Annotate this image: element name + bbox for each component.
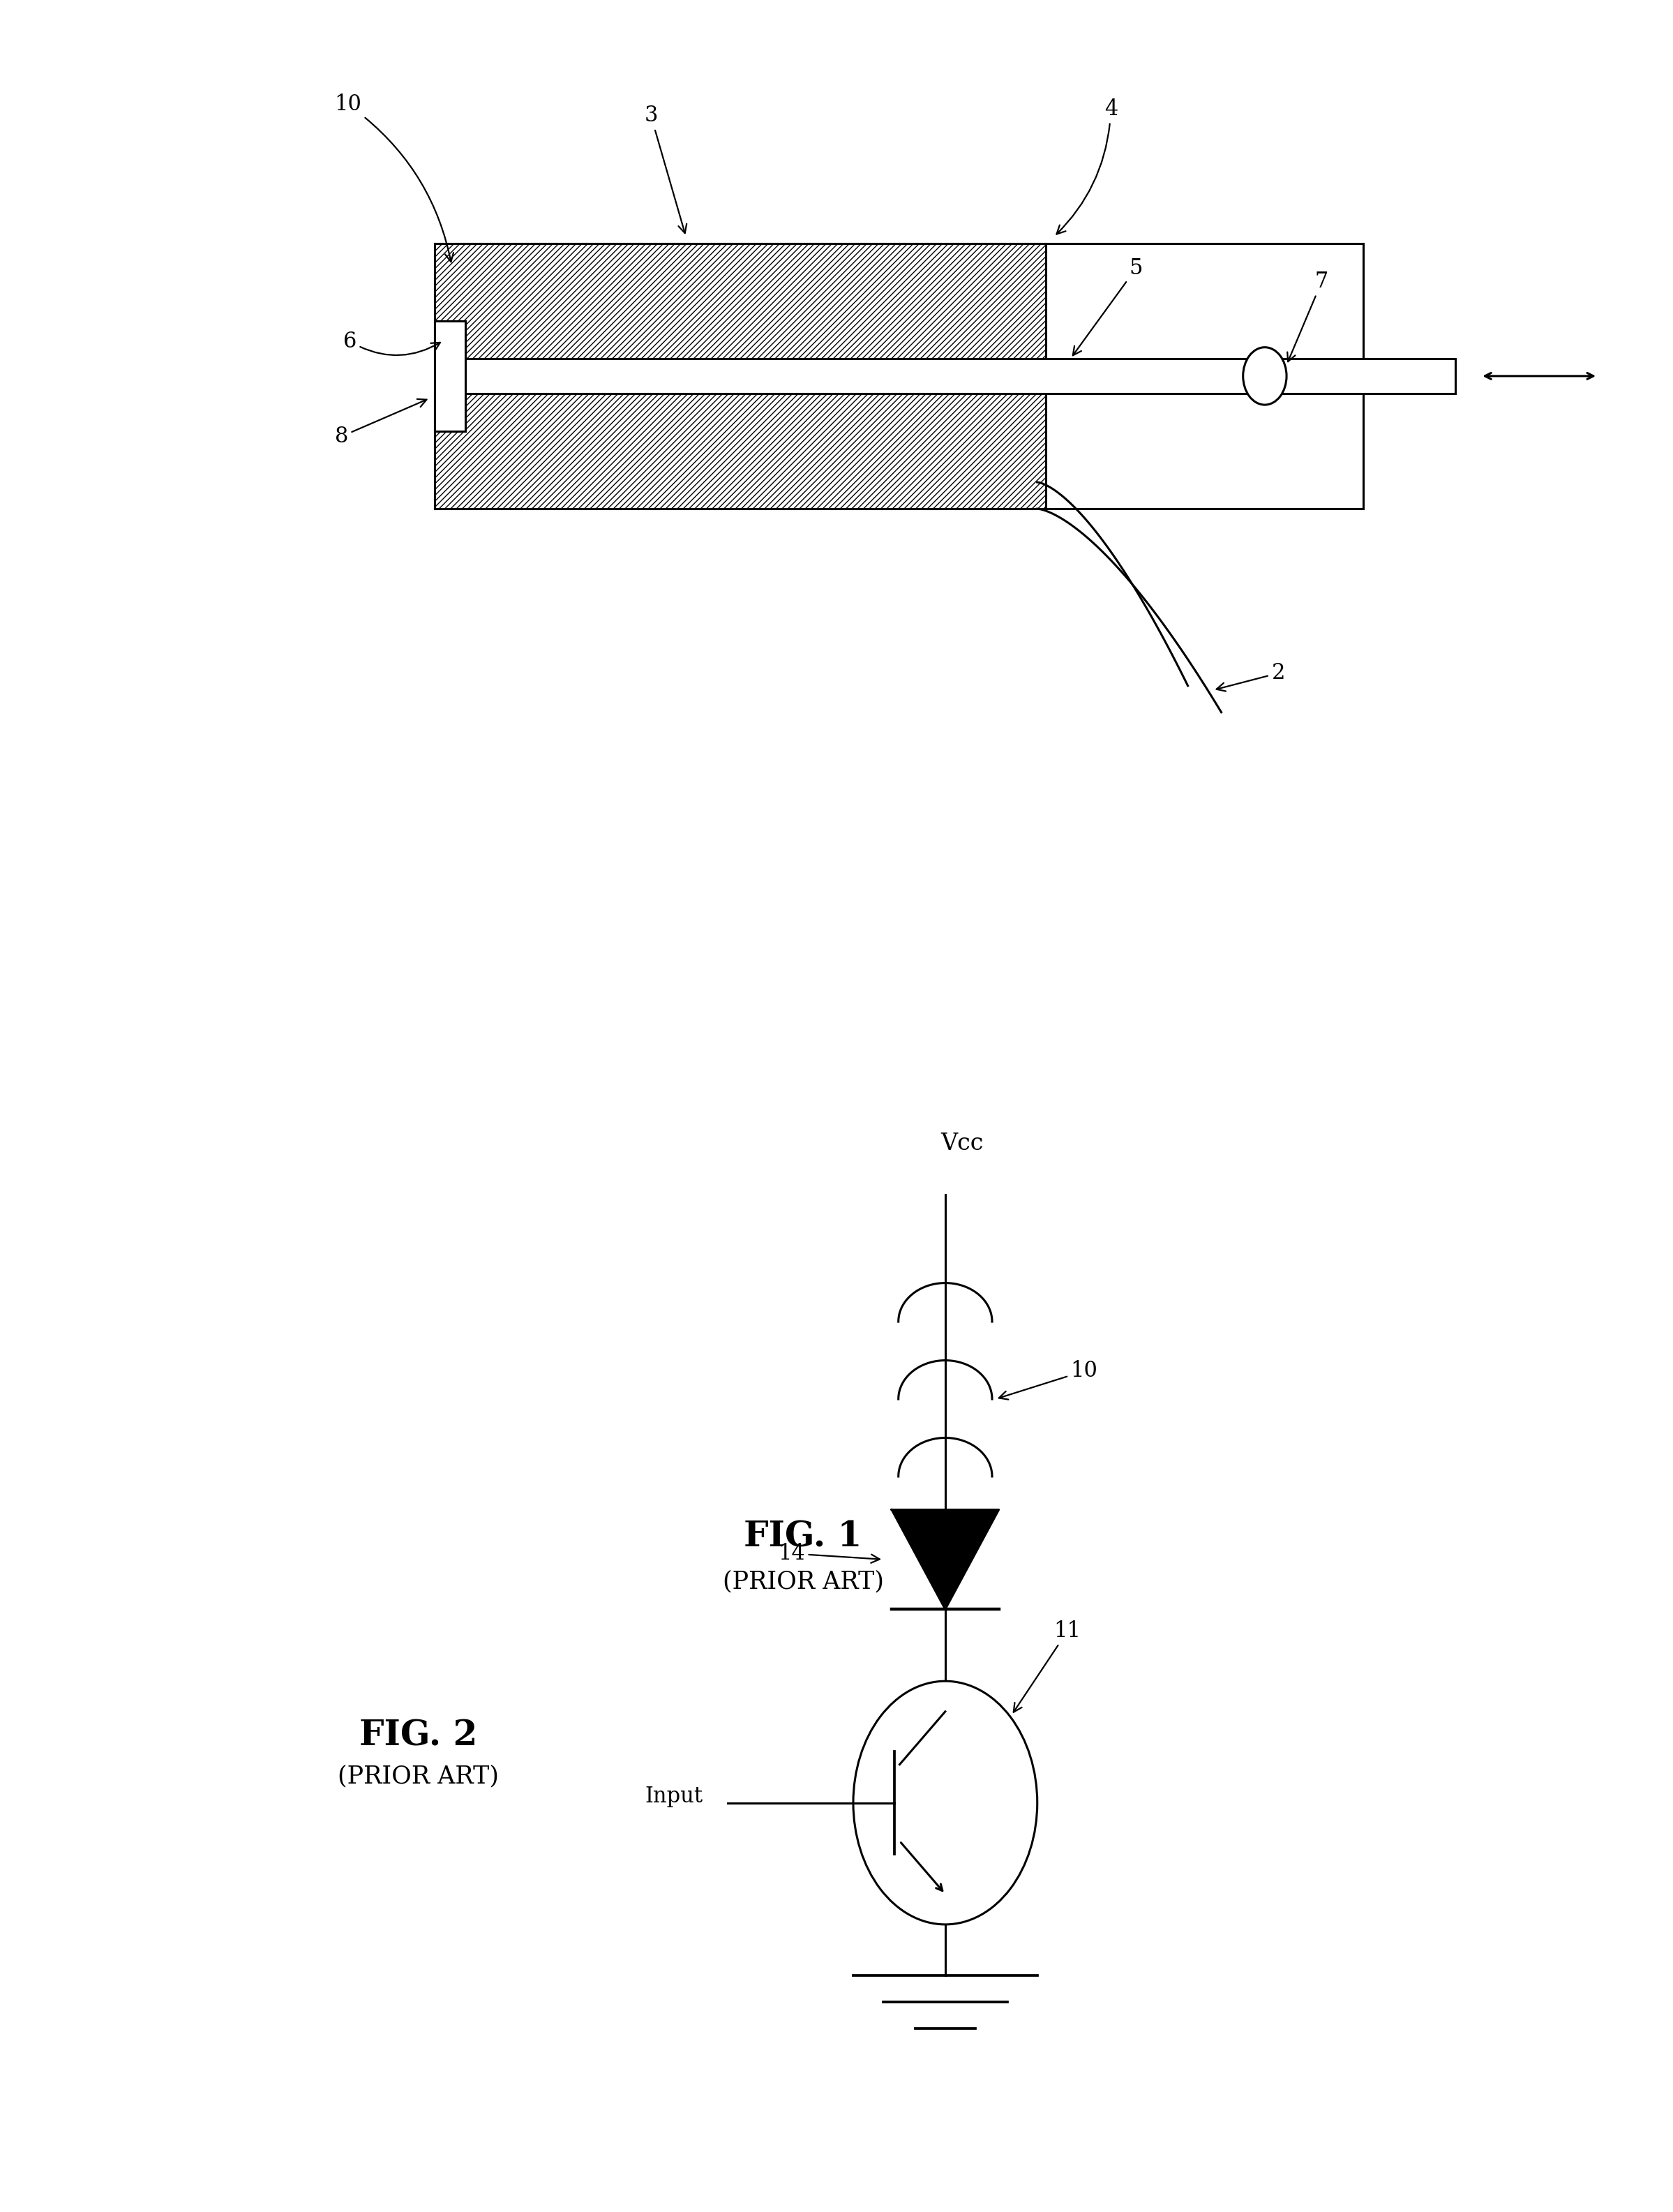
Text: 3: 3: [644, 104, 686, 232]
Text: Input: Input: [644, 1785, 703, 1807]
Text: 4: 4: [1057, 97, 1118, 234]
Text: 6: 6: [343, 330, 440, 356]
Text: FIG. 2: FIG. 2: [360, 1719, 477, 1754]
Bar: [435, 394, 1046, 509]
Text: 11: 11: [1014, 1619, 1081, 1712]
Text: (PRIOR ART): (PRIOR ART): [338, 1765, 499, 1787]
Text: 10: 10: [335, 93, 453, 261]
Text: 14: 14: [778, 1542, 880, 1564]
Bar: [465, 358, 1456, 394]
Bar: [435, 243, 1046, 358]
Text: 7: 7: [1287, 270, 1328, 361]
Text: 5: 5: [1072, 257, 1143, 356]
Circle shape: [1243, 347, 1287, 405]
Bar: [435, 321, 465, 431]
Text: Vcc: Vcc: [940, 1133, 984, 1155]
Circle shape: [853, 1681, 1037, 1924]
Text: 10: 10: [999, 1360, 1097, 1400]
Polygon shape: [892, 1509, 999, 1610]
Text: 8: 8: [335, 398, 427, 447]
Text: 2: 2: [1216, 661, 1285, 690]
Text: FIG. 1: FIG. 1: [744, 1520, 862, 1555]
Text: (PRIOR ART): (PRIOR ART): [723, 1571, 883, 1593]
